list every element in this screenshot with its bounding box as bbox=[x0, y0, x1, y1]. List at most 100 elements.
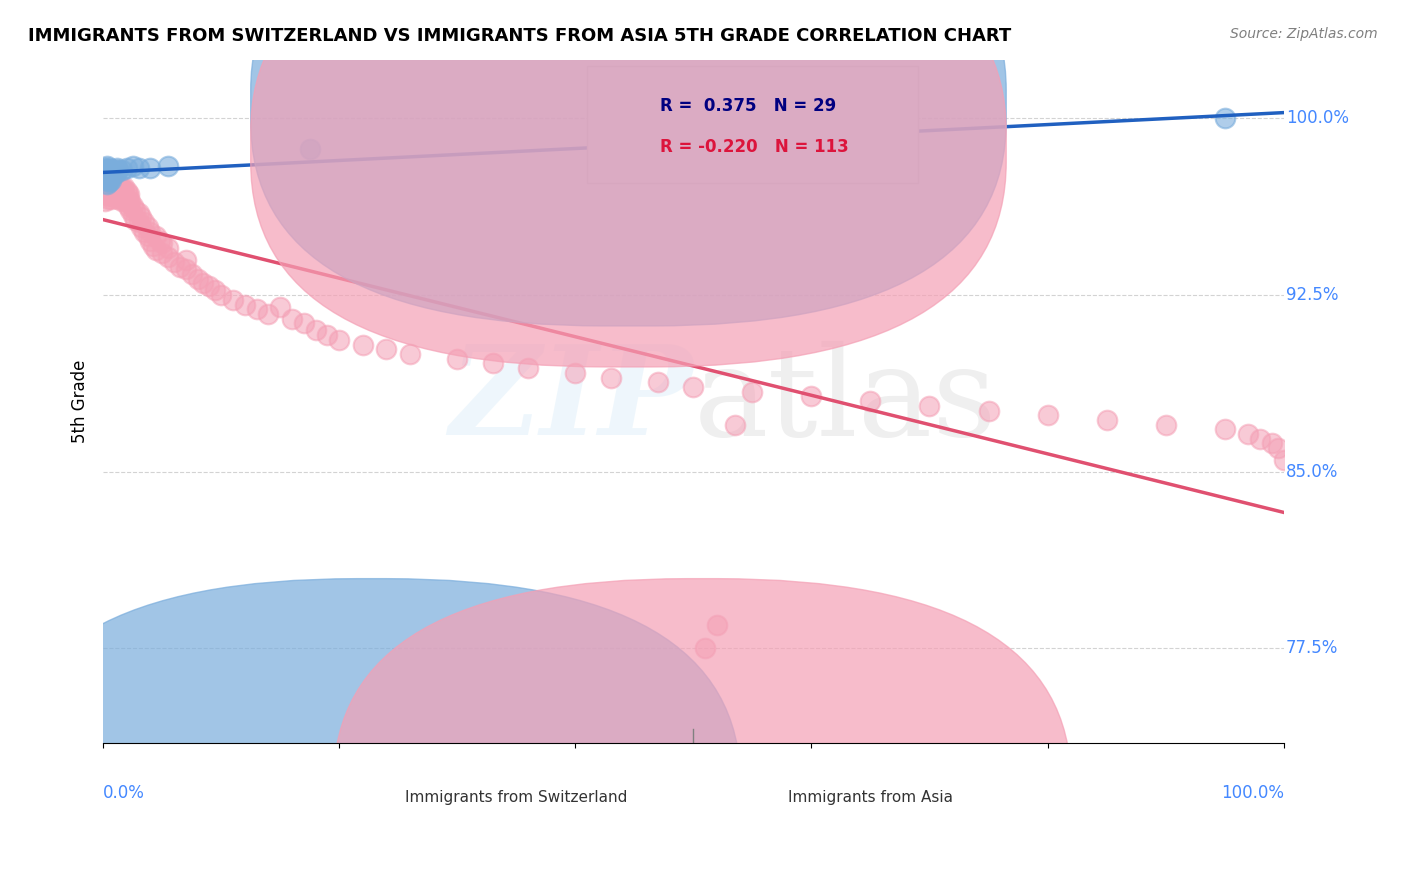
Point bbox=[695, 641, 717, 656]
Point bbox=[96, 178, 118, 192]
Point bbox=[281, 311, 304, 326]
Point bbox=[269, 300, 291, 314]
Point bbox=[204, 284, 226, 298]
Point bbox=[98, 186, 121, 201]
Point bbox=[375, 343, 398, 357]
Text: R =  0.375   N = 29: R = 0.375 N = 29 bbox=[661, 97, 837, 115]
Point bbox=[169, 260, 191, 274]
Point bbox=[128, 205, 150, 219]
Point bbox=[110, 179, 132, 194]
Point bbox=[157, 251, 180, 265]
Point bbox=[117, 189, 139, 203]
Point bbox=[98, 161, 121, 175]
Point bbox=[101, 179, 124, 194]
Point bbox=[304, 323, 326, 337]
Point bbox=[111, 185, 134, 199]
Point bbox=[98, 189, 121, 203]
Point bbox=[706, 617, 728, 632]
Point bbox=[115, 192, 138, 206]
Point bbox=[977, 403, 1000, 417]
Point bbox=[112, 182, 135, 196]
Point bbox=[103, 186, 125, 201]
Point bbox=[918, 399, 941, 413]
Point bbox=[98, 166, 121, 180]
Text: Immigrants from Switzerland: Immigrants from Switzerland bbox=[405, 790, 627, 805]
Point bbox=[96, 168, 118, 182]
Point bbox=[105, 189, 128, 203]
Point bbox=[1272, 453, 1295, 467]
Text: 0.0%: 0.0% bbox=[103, 783, 145, 802]
Point bbox=[352, 337, 374, 351]
Point bbox=[741, 384, 763, 399]
Point bbox=[187, 271, 209, 285]
Point bbox=[97, 182, 120, 196]
Point bbox=[118, 196, 141, 211]
Point bbox=[120, 203, 142, 218]
Point bbox=[98, 175, 121, 189]
Point bbox=[105, 179, 128, 194]
Point bbox=[298, 142, 321, 156]
Point bbox=[105, 186, 128, 201]
Point bbox=[145, 229, 167, 244]
Point bbox=[100, 172, 122, 186]
Point bbox=[105, 161, 128, 175]
Point bbox=[599, 370, 621, 384]
Point bbox=[96, 159, 118, 173]
Point bbox=[98, 170, 121, 185]
Point bbox=[139, 161, 162, 175]
FancyBboxPatch shape bbox=[3, 579, 741, 892]
Text: Immigrants from Asia: Immigrants from Asia bbox=[787, 790, 953, 805]
Point bbox=[100, 182, 122, 196]
Point bbox=[128, 161, 150, 175]
Point bbox=[104, 163, 127, 178]
Point bbox=[564, 366, 586, 380]
Point bbox=[129, 219, 152, 234]
Point bbox=[108, 189, 131, 203]
Point bbox=[96, 166, 118, 180]
Point bbox=[257, 307, 280, 321]
Point bbox=[1095, 413, 1118, 427]
Point bbox=[115, 161, 138, 175]
Point bbox=[1213, 422, 1236, 436]
Point bbox=[446, 351, 468, 366]
Point bbox=[117, 199, 139, 213]
Point bbox=[316, 328, 339, 343]
Point bbox=[101, 189, 124, 203]
Point bbox=[93, 182, 115, 196]
Point bbox=[150, 245, 173, 260]
Text: IMMIGRANTS FROM SWITZERLAND VS IMMIGRANTS FROM ASIA 5TH GRADE CORRELATION CHART: IMMIGRANTS FROM SWITZERLAND VS IMMIGRANT… bbox=[28, 27, 1011, 45]
Point bbox=[103, 178, 125, 192]
Point bbox=[124, 203, 146, 218]
Point bbox=[163, 255, 186, 269]
Point bbox=[128, 215, 150, 229]
Point bbox=[222, 293, 245, 307]
Text: Source: ZipAtlas.com: Source: ZipAtlas.com bbox=[1230, 27, 1378, 41]
Point bbox=[124, 212, 146, 227]
Point bbox=[118, 186, 141, 201]
Point bbox=[134, 215, 156, 229]
Point bbox=[1213, 112, 1236, 126]
Point bbox=[209, 288, 232, 302]
Point bbox=[1249, 432, 1271, 446]
Point bbox=[107, 185, 129, 199]
FancyBboxPatch shape bbox=[250, 0, 1007, 367]
Point bbox=[108, 182, 131, 196]
Point bbox=[110, 186, 132, 201]
Point bbox=[103, 166, 125, 180]
Point bbox=[136, 219, 159, 234]
Point bbox=[96, 186, 118, 201]
Point bbox=[94, 163, 117, 178]
Point bbox=[107, 192, 129, 206]
Point bbox=[800, 389, 823, 403]
Point bbox=[96, 178, 118, 192]
Point bbox=[1237, 427, 1260, 442]
Point bbox=[1261, 436, 1284, 450]
Point bbox=[1267, 441, 1289, 455]
Point bbox=[682, 380, 704, 394]
Point bbox=[246, 302, 269, 317]
Point bbox=[149, 234, 172, 248]
Point bbox=[136, 229, 159, 244]
Point bbox=[120, 194, 142, 208]
Point bbox=[193, 277, 215, 291]
Point bbox=[115, 185, 138, 199]
